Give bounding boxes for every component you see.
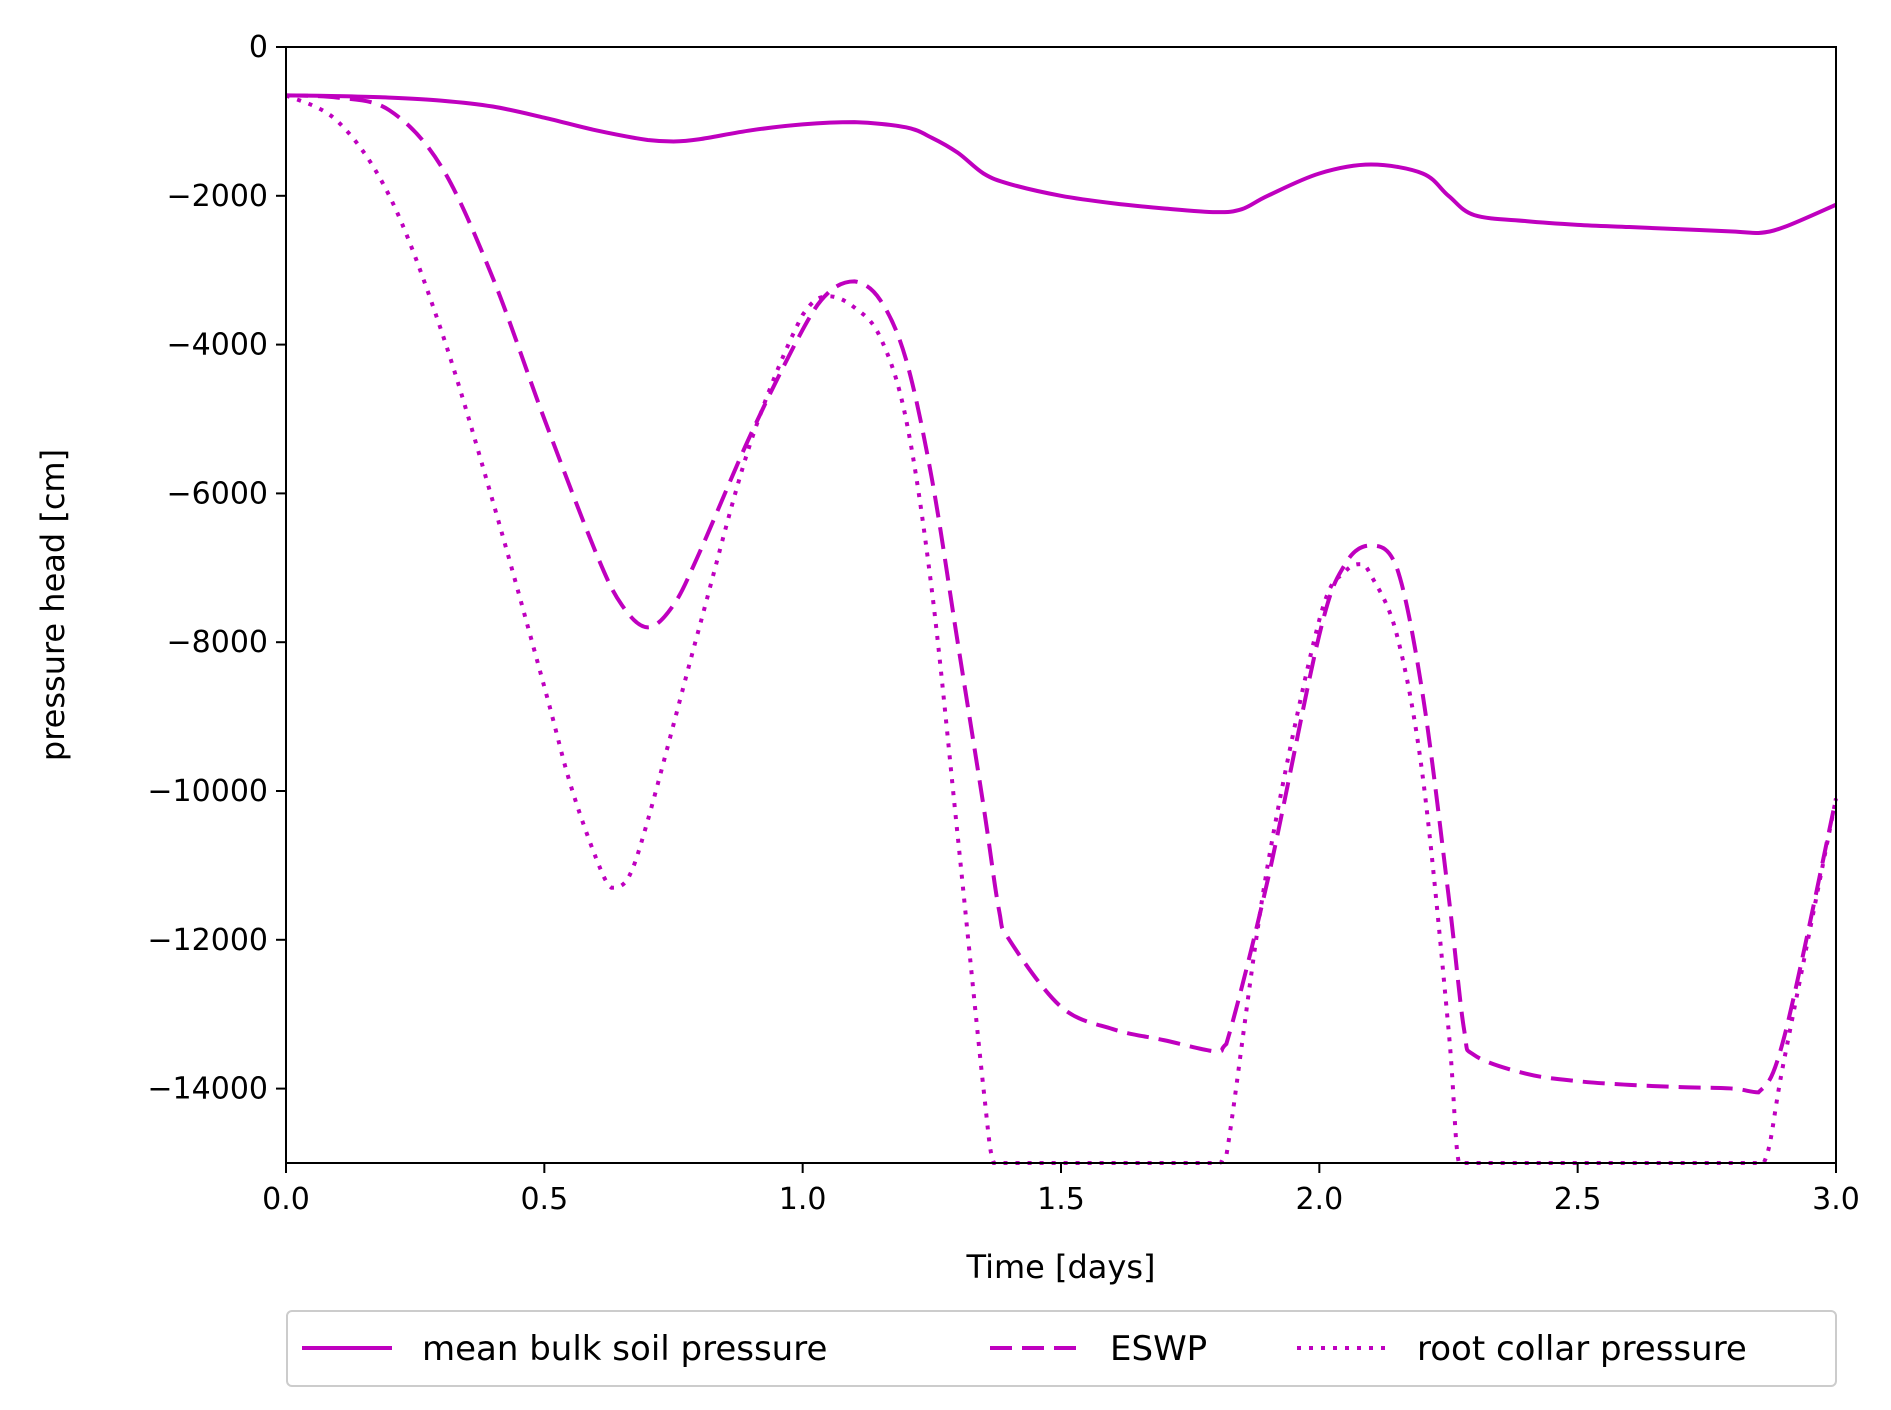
y-tick-label: −8000 <box>167 625 268 660</box>
x-tick-label: 0.5 <box>520 1182 568 1217</box>
y-tick-label: −14000 <box>147 1072 268 1107</box>
y-tick-label: −4000 <box>167 328 268 363</box>
legend: mean bulk soil pressure ESWP root collar… <box>286 1310 1837 1387</box>
x-axis-ticks: 0.0 0.5 1.0 1.5 2.0 2.5 3.0 <box>262 1163 1860 1217</box>
legend-label-mean-bulk-soil-pressure: mean bulk soil pressure <box>422 1329 827 1369</box>
y-axis-ticks: 0 −2000 −4000 −6000 −8000 −10000 −12000 −14000 <box>147 30 286 1107</box>
legend-label-root-collar-pressure: root collar pressure <box>1417 1329 1747 1369</box>
x-tick-label: 2.0 <box>1295 1182 1343 1217</box>
y-tick-label: −10000 <box>147 774 268 809</box>
data-lines <box>285 93 1838 1165</box>
legend-label-eswp: ESWP <box>1110 1329 1207 1369</box>
x-tick-label: 1.5 <box>1037 1182 1085 1217</box>
y-tick-label: −6000 <box>167 476 268 511</box>
series-line-eswp <box>285 93 1838 1095</box>
x-tick-label: 3.0 <box>1812 1182 1860 1217</box>
x-tick-label: 2.5 <box>1554 1182 1602 1217</box>
y-axis-label: pressure head [cm] <box>34 449 72 761</box>
y-tick-label: −12000 <box>147 923 268 958</box>
x-tick-label: 1.0 <box>779 1182 827 1217</box>
y-tick-label: 0 <box>249 30 268 65</box>
x-tick-label: 0.0 <box>262 1182 310 1217</box>
x-axis-label: Time [days] <box>966 1248 1156 1286</box>
series-line-mean-bulk-soil-pressure <box>285 93 1837 236</box>
y-tick-label: −2000 <box>167 179 268 214</box>
